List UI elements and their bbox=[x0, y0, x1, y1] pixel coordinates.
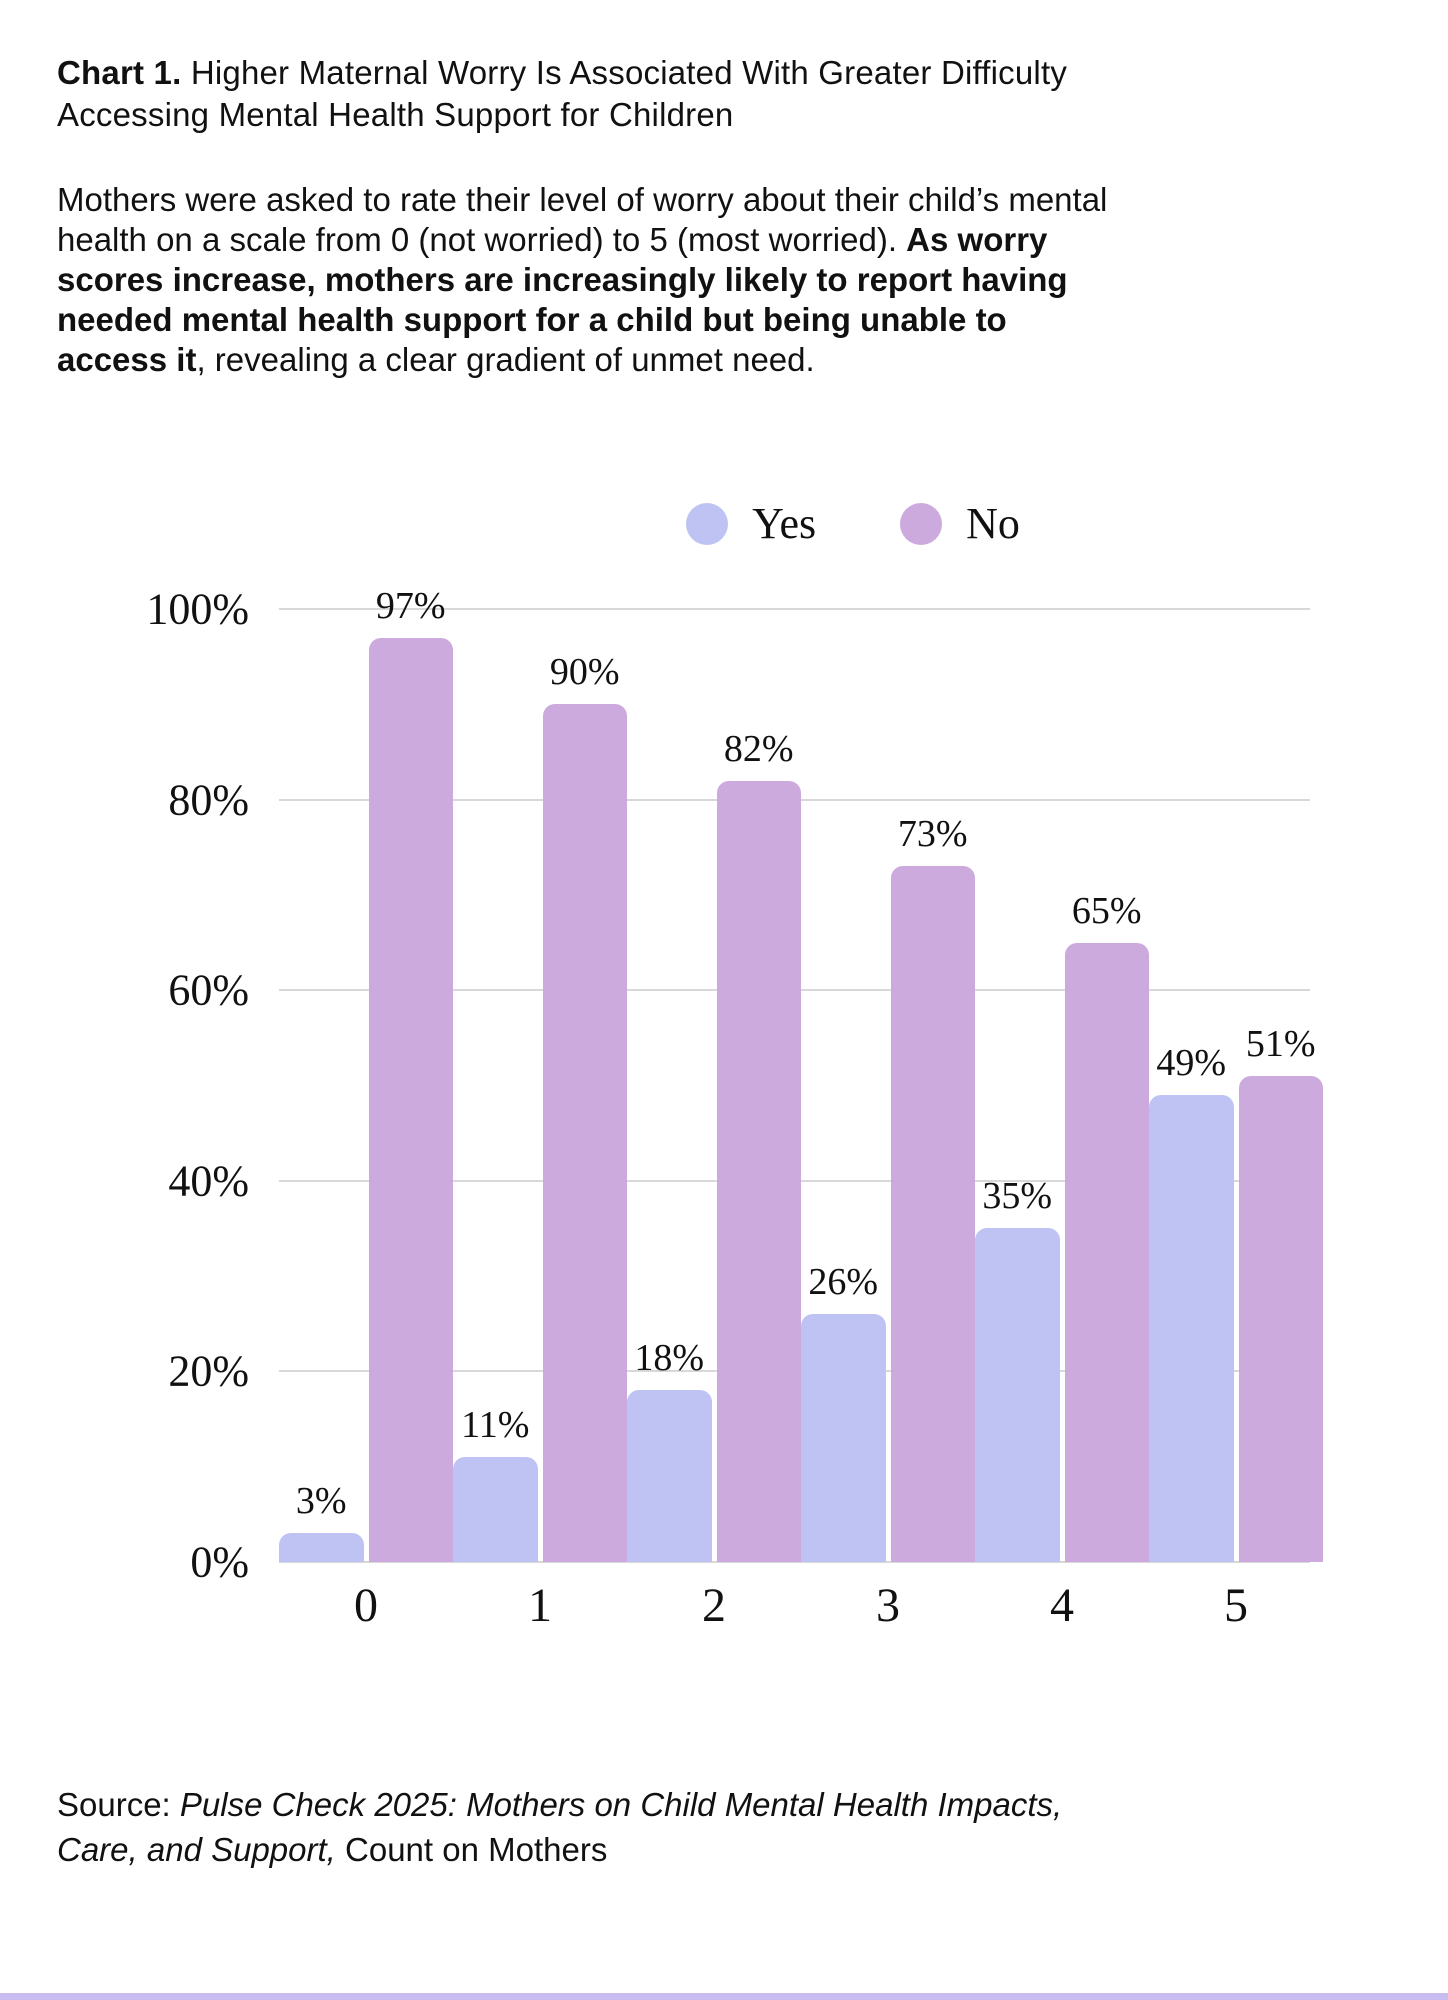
bar-value-label: 82% bbox=[723, 727, 794, 770]
y-axis-tick-label: 20% bbox=[168, 1346, 249, 1396]
description-normal-end: , revealing a clear gradient of unmet ne… bbox=[196, 341, 815, 378]
bar-yes-4: 35% bbox=[975, 1175, 1060, 1562]
bar-value-label: 26% bbox=[808, 1261, 879, 1304]
bar-group-0: 3% 97% 0 bbox=[279, 585, 453, 1632]
bar-chart: 0% 20% 40% 60% 80% 100% 3% 97% 0 11% 90% 1 18% 82% 2 26… bbox=[57, 577, 1388, 1652]
source-label: Source: bbox=[57, 1786, 180, 1823]
source-note: Source: Pulse Check 2025: Mothers on Chi… bbox=[57, 1782, 1147, 1872]
description-bold: As worry scores increase, mothers are in… bbox=[57, 221, 1068, 378]
y-axis-tick-label: 60% bbox=[168, 965, 249, 1015]
page-title: Chart 1. Higher Maternal Worry Is Associ… bbox=[57, 52, 1152, 136]
bar-value-label: 65% bbox=[1071, 889, 1142, 932]
plot-area: 0% 20% 40% 60% 80% 100% 3% 97% 0 11% 90% 1 18% 82% 2 26… bbox=[146, 585, 1323, 1632]
bar-value-label: 97% bbox=[375, 584, 446, 627]
bar-no-4: 65% bbox=[1064, 890, 1149, 1562]
bar-value-label: 51% bbox=[1245, 1022, 1316, 1065]
bars-container: 3% 97% 0 11% 90% 1 18% 82% 2 26% 73% 3 35% 65% 4 49% 51%… bbox=[279, 585, 1323, 1632]
chart-description: Mothers were asked to rate their level o… bbox=[57, 180, 1117, 380]
y-axis-tick-label: 100% bbox=[146, 584, 249, 634]
bar-value-label: 35% bbox=[982, 1175, 1053, 1218]
bar-no-3: 73% bbox=[890, 813, 975, 1562]
x-axis-category-label: 0 bbox=[354, 1579, 378, 1632]
bar-group-5: 49% 51% 5 bbox=[1149, 609, 1323, 1632]
bar-yes-1: 11% bbox=[453, 1404, 538, 1562]
bar-no-5: 51% bbox=[1238, 1023, 1323, 1562]
legend-label: Yes bbox=[752, 499, 817, 548]
y-axis-tick-label: 80% bbox=[168, 775, 249, 825]
legend-item-yes: Yes bbox=[686, 498, 816, 549]
source-publisher: Count on Mothers bbox=[335, 1831, 608, 1868]
bar-yes-0: 3% bbox=[279, 1480, 364, 1562]
x-axis-category-label: 3 bbox=[876, 1579, 900, 1632]
bar-value-label: 11% bbox=[461, 1404, 530, 1447]
legend-label: No bbox=[966, 499, 1020, 548]
bottom-accent-bar bbox=[0, 1993, 1448, 2000]
bar-group-4: 35% 65% 4 bbox=[975, 609, 1149, 1632]
bar-no-0: 97% bbox=[368, 585, 453, 1562]
x-axis-category-label: 5 bbox=[1224, 1579, 1248, 1632]
bar-group-3: 26% 73% 3 bbox=[801, 609, 975, 1632]
y-axis-tick-label: 40% bbox=[168, 1156, 249, 1206]
legend-item-no: No bbox=[900, 498, 1020, 549]
description-normal-start: Mothers were asked to rate their level o… bbox=[57, 181, 1108, 258]
x-axis-category-label: 4 bbox=[1050, 1579, 1074, 1632]
bar-yes-5: 49% bbox=[1149, 1042, 1234, 1562]
chart-legend: Yes No bbox=[279, 498, 1427, 549]
bar-yes-2: 18% bbox=[627, 1337, 712, 1562]
legend-swatch-icon bbox=[900, 502, 943, 545]
bar-group-1: 11% 90% 1 bbox=[453, 609, 627, 1632]
title-prefix: Chart 1. bbox=[57, 54, 182, 91]
bar-group-2: 18% 82% 2 bbox=[627, 609, 801, 1632]
bar-no-2: 82% bbox=[716, 728, 801, 1562]
source-citation: Pulse Check 2025: Mothers on Child Menta… bbox=[57, 1786, 1063, 1868]
bar-value-label: 3% bbox=[295, 1480, 347, 1523]
bar-value-label: 73% bbox=[897, 813, 968, 856]
bar-no-1: 90% bbox=[542, 651, 627, 1562]
y-axis-tick-label: 0% bbox=[190, 1537, 249, 1587]
gridline-100 bbox=[279, 608, 1310, 610]
legend-swatch-icon bbox=[686, 502, 729, 545]
title-text: Higher Maternal Worry Is Associated With… bbox=[57, 54, 1068, 133]
bar-value-label: 18% bbox=[634, 1337, 705, 1380]
gridline-0 bbox=[279, 1561, 1310, 1563]
x-axis-category-label: 2 bbox=[702, 1579, 726, 1632]
x-axis-category-label: 1 bbox=[528, 1579, 552, 1632]
bar-value-label: 90% bbox=[549, 651, 620, 694]
bar-value-label: 49% bbox=[1156, 1042, 1227, 1085]
bar-yes-3: 26% bbox=[801, 1261, 886, 1562]
